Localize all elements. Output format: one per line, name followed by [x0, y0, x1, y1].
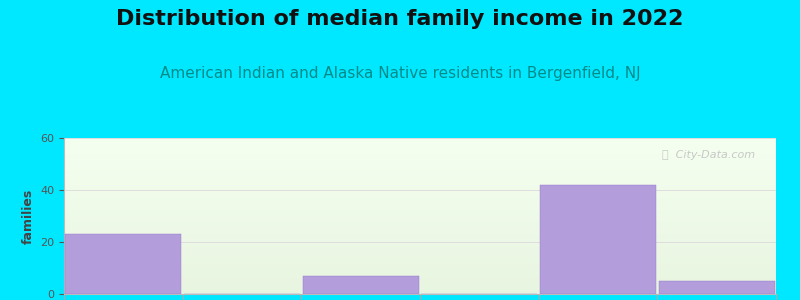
Text: ⓘ  City-Data.com: ⓘ City-Data.com — [662, 151, 754, 160]
Bar — [65, 234, 182, 294]
Bar — [540, 185, 656, 294]
Y-axis label: families: families — [22, 188, 34, 244]
Text: American Indian and Alaska Native residents in Bergenfield, NJ: American Indian and Alaska Native reside… — [160, 66, 640, 81]
Bar — [658, 281, 775, 294]
Bar — [302, 276, 419, 294]
Text: Distribution of median family income in 2022: Distribution of median family income in … — [116, 9, 684, 29]
